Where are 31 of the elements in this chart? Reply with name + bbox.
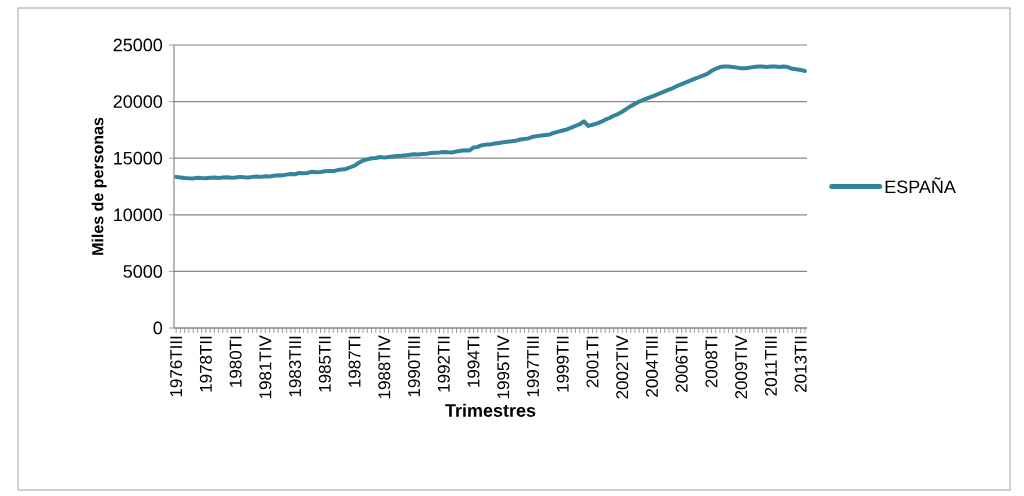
y-tick-label: 20000 bbox=[113, 95, 163, 108]
y-tick-label: 10000 bbox=[114, 208, 163, 222]
x-tick-label: 2013TII bbox=[794, 336, 807, 392]
x-tick-label: 1978TII bbox=[199, 336, 212, 392]
y-tick-label: 0 bbox=[153, 321, 163, 335]
y-tick-label: 15000 bbox=[114, 151, 163, 165]
x-tick-label: 2009TIV bbox=[735, 335, 748, 399]
x-tick-label: 1981TIV bbox=[259, 335, 272, 399]
x-tick-label: 1987TI bbox=[348, 336, 361, 387]
x-tick-label: 1994TI bbox=[467, 336, 480, 387]
x-tick-label: 2002TIV bbox=[616, 335, 629, 399]
y-tick-label: 25000 bbox=[113, 38, 163, 52]
x-tick-label: 1992TII bbox=[437, 336, 450, 392]
x-tick-label: 1985TII bbox=[318, 336, 331, 392]
legend-label: ESPAÑA bbox=[885, 177, 956, 194]
x-axis-title: Trimestres bbox=[445, 403, 536, 417]
x-tick-label: 1995TIV bbox=[497, 335, 510, 399]
y-tick-label: 5000 bbox=[123, 265, 163, 278]
x-tick-label: 2006TII bbox=[675, 336, 688, 392]
x-tick-label: 1999TII bbox=[556, 336, 569, 392]
x-tick-label: 1976TIII bbox=[170, 336, 183, 397]
x-tick-label: 1990TIII bbox=[408, 336, 421, 397]
x-tick-label: 2011TIII bbox=[764, 336, 777, 396]
x-tick-label: 2008TI bbox=[705, 336, 718, 388]
x-tick-label: 2001TI bbox=[586, 336, 599, 388]
y-axis-title: Miles de personas bbox=[91, 117, 107, 255]
x-tick-label: 1988TIV bbox=[378, 335, 391, 399]
x-tick-label: 1997TIII bbox=[526, 336, 540, 397]
x-tick-label: 2004TIII bbox=[645, 336, 658, 397]
x-tick-label: 1980TI bbox=[229, 336, 242, 387]
x-tick-label: 1983TIII bbox=[289, 336, 302, 397]
